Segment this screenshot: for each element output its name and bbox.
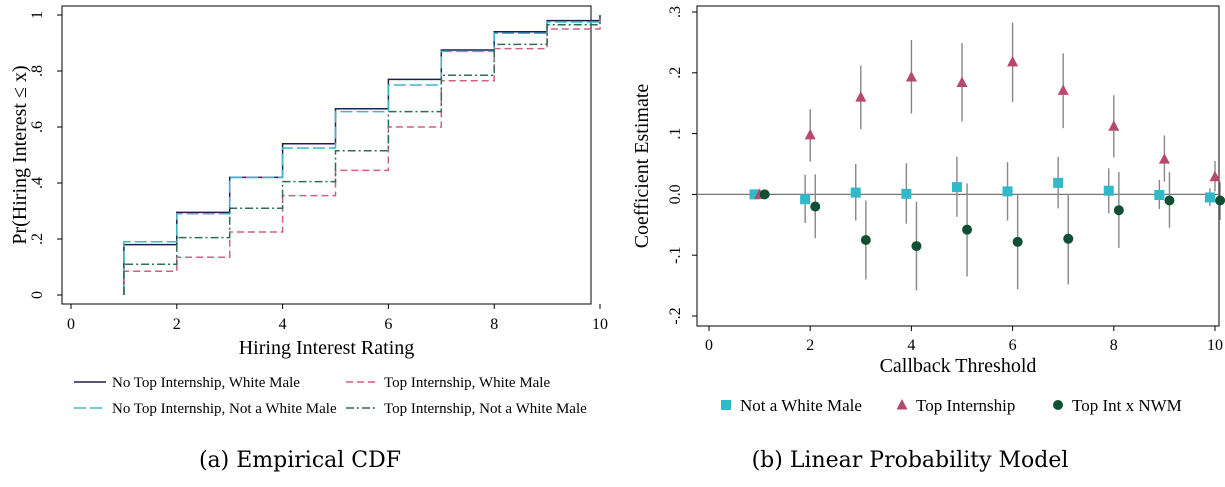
point-not-white-male (1154, 190, 1165, 201)
x-tick-label: 8 (1110, 337, 1118, 354)
legend-marker (896, 399, 908, 410)
caption-b: (b) Linear Probability Model (751, 448, 1069, 473)
cdf-series-4 (123, 15, 601, 295)
point-top-int-x-nwm (1215, 195, 1225, 206)
y-tick-label: -.2 (667, 307, 684, 324)
y-tick-label: .6 (29, 121, 46, 133)
y-tick-label: .4 (29, 177, 46, 189)
legend-label: Top Internship, White Male (384, 375, 550, 391)
y-tick-label: .8 (29, 65, 46, 77)
x-tick-label: 6 (1009, 337, 1017, 354)
y-tick-label: .2 (29, 233, 46, 245)
point-top-internship (1007, 55, 1019, 67)
point-not-white-male (800, 194, 811, 205)
y-tick-label: 1 (29, 11, 46, 19)
point-top-int-x-nwm (911, 241, 922, 252)
point-top-int-x-nwm (860, 235, 871, 245)
caption-a: (a) Empirical CDF (198, 448, 402, 473)
legend-marker (721, 400, 731, 410)
x-tick-label: 2 (806, 337, 814, 354)
lpm-chart: 0 2 4 6 8 10 -.2 -.1 0.0 .1 .2 .3 Callback Threshold… (631, 5, 1225, 415)
y-tick-label: 0.0 (667, 184, 684, 204)
legend-label: Not a White Male (740, 396, 862, 415)
point-top-internship (855, 91, 867, 102)
point-not-white-male (749, 189, 760, 200)
point-top-internship (1057, 84, 1069, 95)
point-top-int-x-nwm (759, 189, 770, 200)
point-not-white-male (1204, 192, 1215, 203)
plot-frame (61, 5, 592, 305)
y-tick-label: 0 (29, 291, 46, 299)
y-tick-label: .2 (667, 67, 684, 79)
legend-label: No Top Internship, Not a White Male (112, 401, 337, 417)
x-tick-label: 2 (173, 316, 181, 333)
cdf-series-3 (123, 15, 601, 295)
point-not-white-male (1053, 177, 1064, 188)
x-axis-label: Hiring Interest Rating (239, 337, 415, 359)
point-top-internship (1108, 120, 1120, 131)
y-tick-label: .1 (667, 128, 684, 140)
legend-label: Top Int x NWM (1072, 396, 1182, 415)
legend-label: No Top Internship, White Male (112, 375, 300, 391)
point-top-int-x-nwm (1063, 233, 1074, 244)
point-top-internship (1158, 153, 1170, 164)
point-top-internship (956, 76, 968, 88)
plot-frame (696, 5, 1220, 327)
cdf-series-2 (123, 15, 601, 295)
x-tick-label: 0 (67, 316, 75, 333)
x-tick-label: 8 (490, 316, 498, 333)
point-not-white-male (850, 187, 861, 198)
point-top-int-x-nwm (962, 224, 973, 235)
x-tick-label: 10 (1207, 337, 1223, 354)
y-axis-label: Pr(Hiring Interest ≤ x) (9, 65, 31, 244)
legend-label: Top Internship, Not a White Male (384, 401, 587, 417)
x-tick-label: 4 (907, 337, 915, 354)
point-top-int-x-nwm (810, 201, 821, 212)
y-tick-label: .3 (667, 6, 684, 18)
legend-marker (1053, 400, 1063, 410)
point-not-white-male (1002, 186, 1013, 197)
point-not-white-male (1103, 185, 1114, 196)
cdf-chart: 0 2 4 6 8 10 0 .2 .4 .6 .8 1 Hiring Interest Rating P… (9, 5, 608, 417)
point-top-internship (1209, 170, 1221, 182)
point-top-int-x-nwm (1164, 195, 1175, 206)
x-tick-label: 10 (592, 316, 608, 333)
x-tick-label: 6 (384, 316, 392, 333)
cdf-series-1 (123, 15, 601, 295)
point-top-internship (804, 128, 816, 140)
y-tick-label: -.1 (667, 247, 684, 264)
point-top-internship (905, 71, 917, 82)
legend-label: Top Internship (916, 396, 1015, 415)
x-axis-label: Callback Threshold (880, 355, 1037, 377)
point-not-white-male (951, 182, 962, 193)
y-axis-label: Coefficient Estimate (631, 84, 653, 249)
point-top-int-x-nwm (1012, 236, 1023, 247)
point-top-int-x-nwm (1113, 205, 1124, 216)
x-tick-label: 0 (705, 337, 713, 354)
x-tick-label: 4 (279, 316, 287, 333)
point-not-white-male (901, 188, 912, 199)
